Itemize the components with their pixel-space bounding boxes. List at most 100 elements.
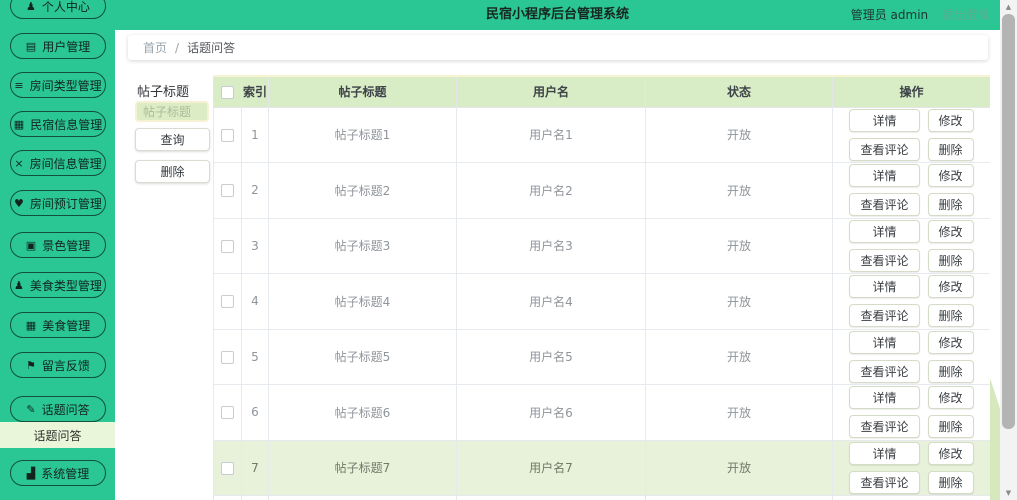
modify-button[interactable]: 修改 xyxy=(927,219,974,243)
logout-link[interactable]: 退出登录 xyxy=(941,8,990,22)
column-header-actions: 操作 xyxy=(832,77,990,108)
sidebar-item-label: 民宿信息管理 xyxy=(30,117,103,132)
cell-status: 开放 xyxy=(645,328,833,385)
detail-button[interactable]: 详情 xyxy=(849,441,920,465)
table-row[interactable]: 2 帖子标题2 用户名2 开放 详情 修改 查看评论 删除 xyxy=(213,162,990,219)
breadcrumb-home[interactable]: 首页 xyxy=(143,41,168,55)
cell-username: 用户名2 xyxy=(456,162,646,219)
sidebar-item-personal-center[interactable]: ♟ 个人中心 xyxy=(10,0,106,19)
cell-status: 开放 xyxy=(645,384,833,441)
cell-index: 5 xyxy=(241,328,269,385)
sidebar-item-user-management[interactable]: ▤ 用户管理 xyxy=(10,33,106,59)
delete-row-button[interactable]: 删除 xyxy=(927,415,974,439)
modify-button[interactable]: 修改 xyxy=(927,275,974,299)
column-header-username: 用户名 xyxy=(456,77,646,108)
scroll-up-icon[interactable]: ▲ xyxy=(1005,3,1012,11)
sidebar-item-food-management[interactable]: ▦ 美食管理 xyxy=(10,312,106,338)
cell-title: 帖子标题2 xyxy=(268,162,457,219)
modify-button[interactable]: 修改 xyxy=(927,441,974,465)
sidebar-item-label: 用户管理 xyxy=(42,39,91,54)
sidebar-submenu-topic-qa[interactable]: 话题问答 xyxy=(0,422,115,448)
row-checkbox[interactable] xyxy=(221,295,234,309)
cell-title: 帖子标题5 xyxy=(268,328,457,385)
breadcrumb-current: 话题问答 xyxy=(187,41,236,55)
table-row[interactable]: 5 帖子标题5 用户名5 开放 详情 修改 查看评论 删除 xyxy=(213,328,990,385)
table-row-partial xyxy=(213,495,990,500)
sidebar-item-food-type-management[interactable]: ♟ 美食类型管理 xyxy=(10,272,106,298)
view-comments-button[interactable]: 查看评论 xyxy=(849,304,920,328)
row-checkbox[interactable] xyxy=(221,350,234,364)
modify-button[interactable]: 修改 xyxy=(927,386,974,410)
breadcrumb-separator: / xyxy=(175,40,180,55)
modify-button[interactable]: 修改 xyxy=(927,330,974,354)
row-checkbox[interactable] xyxy=(221,406,234,420)
sidebar-item-room-info-management[interactable]: × 房间信息管理 xyxy=(10,150,106,176)
sidebar-item-feedback-management[interactable]: ⚑ 留言反馈 xyxy=(10,352,106,378)
sidebar-item-topic-qa[interactable]: ✎ 话题问答 xyxy=(10,396,106,422)
cell-title: 帖子标题7 xyxy=(268,439,457,496)
delete-row-button[interactable]: 删除 xyxy=(927,470,974,494)
select-all-checkbox[interactable] xyxy=(221,85,234,99)
vertical-scrollbar[interactable]: ▲ ▼ xyxy=(1000,0,1017,500)
detail-button[interactable]: 详情 xyxy=(849,330,920,354)
scrollbar-thumb[interactable] xyxy=(1002,14,1015,429)
detail-button[interactable]: 详情 xyxy=(849,164,920,188)
sidebar-item-homestay-info-management[interactable]: ▦ 民宿信息管理 xyxy=(10,111,106,137)
table-row[interactable]: 7 帖子标题7 用户名7 开放 详情 修改 查看评论 删除 xyxy=(213,439,990,496)
view-comments-button[interactable]: 查看评论 xyxy=(849,415,920,439)
row-checkbox[interactable] xyxy=(221,184,234,198)
filter-label: 帖子标题 xyxy=(137,85,190,100)
cell-index: 7 xyxy=(241,439,269,496)
sidebar: ♟ 个人中心 ▤ 用户管理 ≡ 房间类型管理 ▦ 民宿信息管理 × 房间信息管理 ♥ 房间预订管理 ▣ 景… xyxy=(0,0,115,500)
room-booking-management-icon: ♥ xyxy=(14,196,24,210)
column-header-title: 帖子标题 xyxy=(268,77,457,108)
table-row[interactable]: 3 帖子标题3 用户名3 开放 详情 修改 查看评论 删除 xyxy=(213,217,990,274)
sidebar-item-scenery-management[interactable]: ▣ 景色管理 xyxy=(10,232,106,258)
post-title-input[interactable] xyxy=(135,101,209,122)
page-title: 民宿小程序后台管理系统 xyxy=(485,7,629,22)
table-row[interactable]: 4 帖子标题4 用户名4 开放 详情 修改 查看评论 删除 xyxy=(213,273,990,330)
delete-row-button[interactable]: 删除 xyxy=(927,137,974,161)
row-checkbox[interactable] xyxy=(221,461,234,475)
detail-button[interactable]: 详情 xyxy=(849,219,920,243)
sidebar-item-label: 房间信息管理 xyxy=(29,156,102,171)
sidebar-item-label: 房间预订管理 xyxy=(29,196,102,211)
modify-button[interactable]: 修改 xyxy=(927,108,974,132)
detail-button[interactable]: 详情 xyxy=(849,275,920,299)
modify-button[interactable]: 修改 xyxy=(927,164,974,188)
delete-row-button[interactable]: 删除 xyxy=(927,248,974,272)
delete-row-button[interactable]: 删除 xyxy=(927,193,974,217)
row-checkbox[interactable] xyxy=(221,239,234,253)
detail-button[interactable]: 详情 xyxy=(849,108,920,132)
user-management-icon: ▤ xyxy=(25,39,37,53)
personal-center-icon: ♟ xyxy=(26,0,36,13)
table-row[interactable]: 6 帖子标题6 用户名6 开放 详情 修改 查看评论 删除 xyxy=(213,384,990,441)
query-button[interactable]: 查询 xyxy=(135,128,210,151)
cell-status: 开放 xyxy=(645,439,833,496)
view-comments-button[interactable]: 查看评论 xyxy=(849,193,920,217)
homestay-info-management-icon: ▦ xyxy=(13,117,25,131)
sidebar-item-room-type-management[interactable]: ≡ 房间类型管理 xyxy=(10,72,106,98)
view-comments-button[interactable]: 查看评论 xyxy=(849,470,920,494)
view-comments-button[interactable]: 查看评论 xyxy=(849,359,920,383)
detail-button[interactable]: 详情 xyxy=(849,386,920,410)
food-type-management-icon: ♟ xyxy=(14,278,24,292)
column-header-status: 状态 xyxy=(645,77,833,108)
topic-table: 索引 帖子标题 用户名 状态 操作 1 帖子标题1 用户名1 开放 详情 修改 查看评论 删除… xyxy=(213,75,990,500)
delete-button[interactable]: 删除 xyxy=(135,160,210,183)
table-row[interactable]: 1 帖子标题1 用户名1 开放 详情 修改 查看评论 删除 xyxy=(213,106,990,163)
delete-row-button[interactable]: 删除 xyxy=(927,304,974,328)
view-comments-button[interactable]: 查看评论 xyxy=(849,248,920,272)
sidebar-item-system-management[interactable]: ▟ 系统管理 xyxy=(10,460,106,486)
cell-index: 2 xyxy=(241,162,269,219)
delete-row-button[interactable]: 删除 xyxy=(927,359,974,383)
cell-username: 用户名3 xyxy=(456,217,646,274)
corner-decoration xyxy=(990,378,1000,500)
sidebar-item-room-booking-management[interactable]: ♥ 房间预订管理 xyxy=(10,190,106,216)
view-comments-button[interactable]: 查看评论 xyxy=(849,137,920,161)
scroll-down-icon[interactable]: ▼ xyxy=(1005,489,1012,497)
sidebar-item-label: 系统管理 xyxy=(41,466,90,481)
scenery-management-icon: ▣ xyxy=(25,238,37,252)
row-checkbox[interactable] xyxy=(221,128,234,142)
